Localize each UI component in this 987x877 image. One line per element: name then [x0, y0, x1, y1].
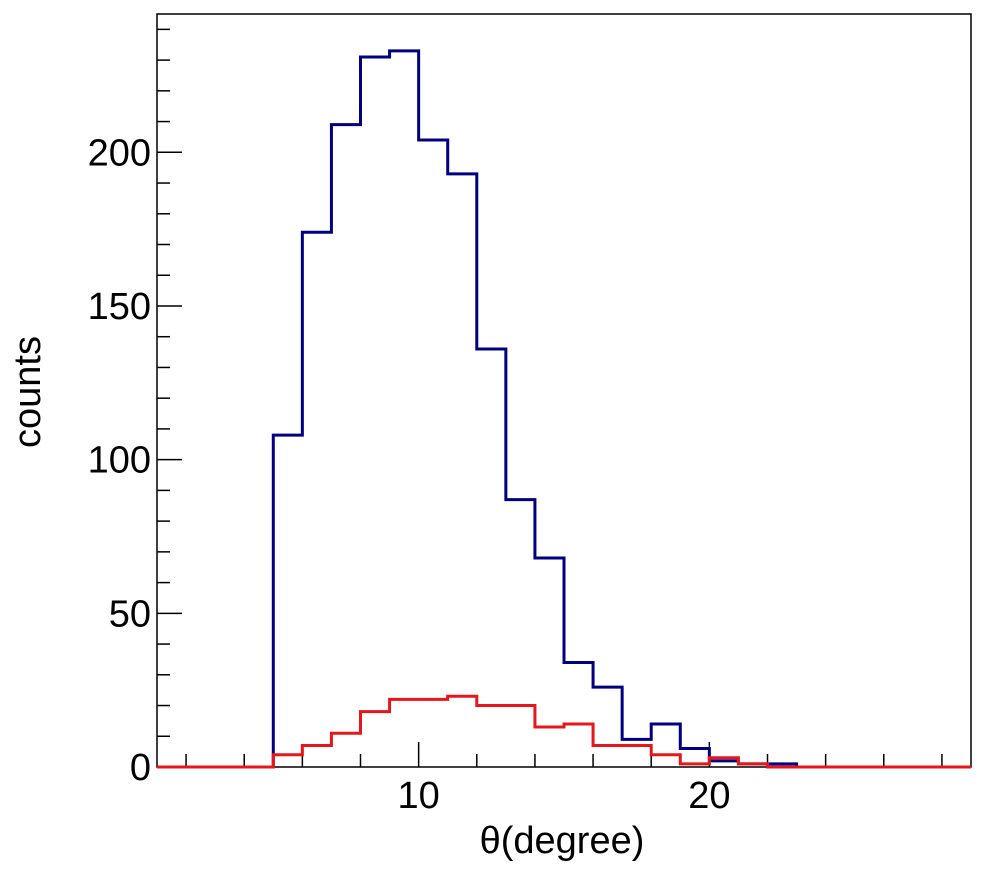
y-tick-label: 50	[109, 593, 151, 635]
y-tick-label: 150	[88, 286, 151, 328]
y-axis-title: counts	[7, 336, 49, 448]
y-axis-ticks: 0 50 100 150 200	[88, 28, 182, 789]
histogram-red	[157, 694, 971, 769]
y-tick-label: 200	[88, 132, 151, 174]
x-tick-label: 10	[398, 775, 440, 817]
histogram-blue	[157, 49, 971, 769]
plot-frame	[156, 13, 972, 768]
histogram-series	[157, 49, 971, 769]
x-tick-label: 20	[688, 775, 730, 817]
x-axis-title: θ(degree)	[480, 820, 645, 862]
y-tick-label: 0	[130, 747, 151, 789]
y-tick-label: 100	[88, 440, 151, 482]
